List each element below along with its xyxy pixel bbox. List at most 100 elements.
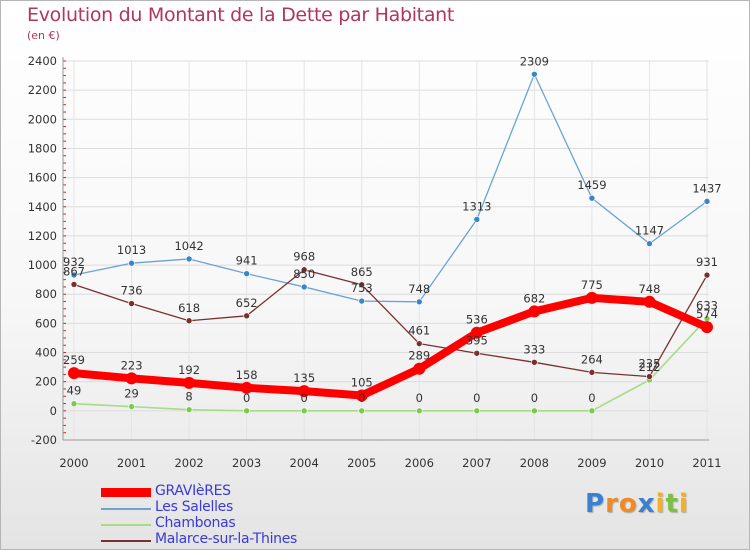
data-point-les-salelles <box>703 198 711 205</box>
data-label-les-salelles: 932 <box>63 255 85 269</box>
legend-label: Chambonas <box>155 515 236 531</box>
data-label-malarce-sur-la-thines: 264 <box>581 352 603 366</box>
x-tick-label: 2007 <box>462 456 491 470</box>
data-label-malarce-sur-la-thines: 461 <box>408 324 430 338</box>
data-label-les-salelles: 1437 <box>692 181 721 195</box>
data-point-gravie-res <box>355 389 368 402</box>
data-point-malarce-sur-la-thines <box>70 281 78 288</box>
brand-letter: x <box>637 489 656 519</box>
data-point-les-salelles <box>243 270 250 277</box>
data-point-chambonas <box>588 407 596 415</box>
data-label-gravie-res: 748 <box>638 282 660 296</box>
data-label-chambonas: 0 <box>588 391 595 405</box>
data-label-chambonas: 8 <box>185 390 192 404</box>
brand-letter: o <box>618 489 638 519</box>
data-point-chambonas <box>70 400 78 408</box>
data-label-les-salelles: 1042 <box>174 239 203 253</box>
data-label-malarce-sur-la-thines: 931 <box>696 255 718 269</box>
y-tick-label: 1000 <box>28 258 57 272</box>
data-point-gravie-res <box>298 385 311 398</box>
data-label-malarce-sur-la-thines: 235 <box>638 357 660 371</box>
data-label-les-salelles: 1313 <box>462 199 491 213</box>
data-label-chambonas: 0 <box>301 391 308 405</box>
data-label-malarce-sur-la-thines: 333 <box>523 342 545 356</box>
data-point-les-salelles <box>531 70 538 78</box>
brand-letter: r <box>605 489 619 519</box>
legend-label: Malarce-sur-la-Thines <box>155 531 298 547</box>
data-point-gravie-res <box>68 367 80 380</box>
data-label-gravie-res: 574 <box>696 307 718 321</box>
series-line-chambonas <box>73 317 708 412</box>
data-label-les-salelles: 1459 <box>577 178 606 192</box>
y-tick-label: 2400 <box>28 54 57 68</box>
data-point-gravie-res <box>413 362 426 375</box>
data-label-chambonas: 212 <box>638 360 660 374</box>
x-tick-label: 2008 <box>520 456 549 470</box>
series-line-malarce-sur-la-thines <box>73 269 708 378</box>
data-label-malarce-sur-la-thines: 865 <box>351 265 373 279</box>
data-label-gravie-res: 775 <box>581 278 603 292</box>
data-point-chambonas <box>128 403 135 410</box>
x-tick-label: 2006 <box>405 456 434 470</box>
data-label-gravie-res: 259 <box>63 353 85 367</box>
y-tick-label: 800 <box>35 287 57 301</box>
x-tick-label: 2005 <box>347 456 376 470</box>
legend-label: Les Salelles <box>155 499 233 515</box>
data-point-malarce-sur-la-thines <box>358 281 366 289</box>
data-label-les-salelles: 1013 <box>117 243 146 257</box>
data-label-les-salelles: 748 <box>408 282 430 296</box>
data-point-malarce-sur-la-thines <box>185 317 193 325</box>
data-point-chambonas <box>300 407 308 415</box>
brand-letter: P <box>585 489 606 519</box>
data-label-les-salelles: 850 <box>293 267 315 281</box>
data-label-chambonas: 0 <box>531 391 538 405</box>
data-label-gravie-res: 289 <box>408 349 430 363</box>
x-tick-label: 2002 <box>174 456 203 470</box>
data-point-gravie-res <box>585 291 598 304</box>
legend-item-malarce: Malarce-sur-la-Thines <box>101 531 361 549</box>
brand-letter: t <box>665 489 679 519</box>
data-label-malarce-sur-la-thines: 736 <box>121 284 143 298</box>
brand-letter: i <box>678 489 689 519</box>
y-tick-label: 1800 <box>28 141 57 155</box>
data-point-les-salelles <box>185 255 193 263</box>
data-point-malarce-sur-la-thines <box>473 349 481 357</box>
data-point-les-salelles <box>128 259 135 267</box>
series-line-les-salelles <box>73 73 708 303</box>
series-line-gravie-res <box>70 293 711 400</box>
data-label-gravie-res: 682 <box>523 291 545 305</box>
y-tick-label: 200 <box>35 375 57 389</box>
y-tick-label: 400 <box>35 346 57 360</box>
data-label-les-salelles: 2309 <box>520 54 549 68</box>
data-point-gravie-res <box>125 372 138 385</box>
y-tick-label: 1400 <box>28 200 57 214</box>
legend-item-chambonas: Chambonas <box>101 515 361 533</box>
data-point-malarce-sur-la-thines <box>415 340 423 347</box>
data-label-chambonas: 0 <box>473 391 480 405</box>
data-point-les-salelles <box>473 216 481 223</box>
x-tick-label: 2003 <box>232 456 261 470</box>
data-point-chambonas <box>415 407 423 415</box>
data-label-gravie-res: 135 <box>293 371 315 385</box>
legend-item-les-salelles: Les Salelles <box>101 499 361 517</box>
data-point-les-salelles <box>588 194 596 202</box>
y-tick-label: 1200 <box>28 229 57 243</box>
legend-swatch-chambonas <box>101 524 151 526</box>
data-point-malarce-sur-la-thines <box>703 271 711 279</box>
data-label-chambonas: 0 <box>243 391 250 405</box>
data-point-malarce-sur-la-thines <box>243 312 250 320</box>
data-label-gravie-res: 223 <box>121 358 143 372</box>
data-label-malarce-sur-la-thines: 618 <box>178 301 200 315</box>
unit-label: (en €) <box>27 29 60 42</box>
data-label-gravie-res: 192 <box>178 363 200 377</box>
data-point-malarce-sur-la-thines <box>588 369 596 376</box>
data-label-malarce-sur-la-thines: 968 <box>293 250 315 264</box>
x-tick-label: 2004 <box>290 456 319 470</box>
data-label-malarce-sur-la-thines: 652 <box>236 296 258 310</box>
data-label-les-salelles: 1147 <box>635 224 664 238</box>
y-tick-label: -200 <box>31 433 57 447</box>
data-label-gravie-res: 105 <box>351 376 373 390</box>
data-point-les-salelles <box>415 298 423 306</box>
data-point-les-salelles <box>358 297 366 305</box>
